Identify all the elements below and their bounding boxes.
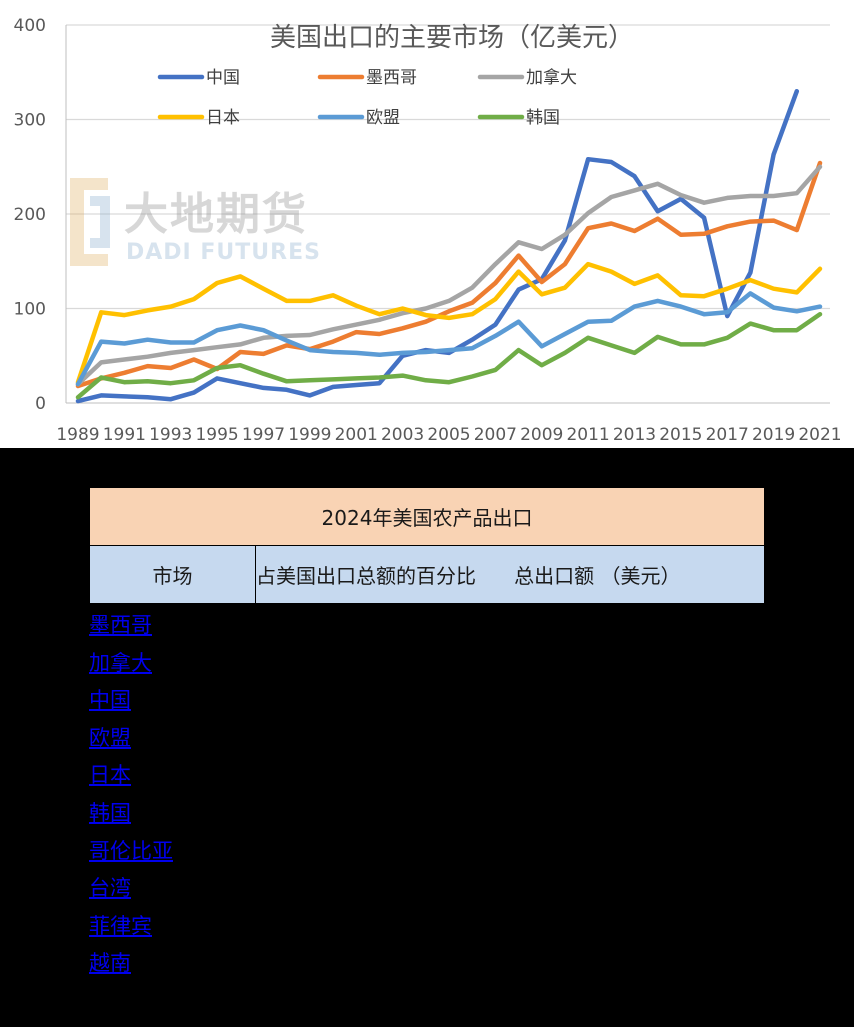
watermark-cn: 大地期货	[124, 189, 308, 240]
x-tick-label: 1989	[56, 425, 99, 445]
list-item: 加拿大	[89, 649, 173, 687]
x-tick-label: 2017	[706, 425, 749, 445]
x-tick-label: 2007	[474, 425, 517, 445]
market-link[interactable]: 菲律宾	[89, 913, 152, 938]
y-tick-label: 400	[14, 16, 46, 36]
series-line	[75, 291, 823, 387]
list-item: 韩国	[89, 799, 173, 837]
legend-label: 日本	[206, 108, 240, 128]
series-line	[75, 160, 823, 389]
legend-label: 墨西哥	[366, 68, 417, 88]
series-lines	[75, 88, 823, 404]
dadi-futures-watermark: 大地期货 DADI FUTURES	[66, 176, 320, 272]
series-line	[75, 261, 823, 385]
x-tick-label: 1999	[288, 425, 331, 445]
list-item: 欧盟	[89, 724, 173, 762]
y-tick-label: 100	[14, 300, 46, 320]
column-header-market: 市场	[89, 545, 256, 604]
x-tick-label: 2011	[566, 425, 609, 445]
list-item: 中国	[89, 686, 173, 724]
x-tick-label: 2003	[381, 425, 424, 445]
market-link[interactable]: 哥伦比亚	[89, 838, 173, 863]
export-table: 2024年美国农产品出口 市场 占美国出口总额的百分比 总出口额 （美元）	[89, 487, 765, 604]
market-link[interactable]: 越南	[89, 951, 131, 976]
series-line	[75, 311, 823, 400]
x-tick-label: 2009	[520, 425, 563, 445]
y-tick-label: 0	[35, 394, 46, 414]
y-tick-label: 300	[14, 111, 46, 131]
x-tick-label: 2019	[752, 425, 795, 445]
list-item: 菲律宾	[89, 912, 173, 950]
x-tick-label: 2013	[613, 425, 656, 445]
x-tick-label: 1991	[103, 425, 146, 445]
x-tick-label: 1995	[195, 425, 238, 445]
x-tick-label: 2005	[427, 425, 470, 445]
market-link[interactable]: 韩国	[89, 800, 131, 825]
legend-label: 欧盟	[366, 108, 400, 128]
table-title: 2024年美国农产品出口	[89, 487, 765, 546]
dadi-logo-icon	[70, 178, 110, 266]
market-link[interactable]: 台湾	[89, 876, 131, 901]
list-item: 哥伦比亚	[89, 837, 173, 875]
x-tick-label: 2001	[335, 425, 378, 445]
y-tick-label: 200	[14, 205, 46, 225]
market-link[interactable]: 日本	[89, 763, 131, 788]
x-tick-label: 1993	[149, 425, 192, 445]
list-item: 日本	[89, 761, 173, 799]
chart-panel: 0 100 200 300 400 1989 1991 1993 1995 1997 1999 200…	[0, 0, 854, 448]
chart-title: 美国出口的主要市场（亿美元）	[270, 23, 634, 53]
market-link[interactable]: 加拿大	[89, 650, 152, 675]
market-link[interactable]: 欧盟	[89, 725, 131, 750]
watermark-en: DADI FUTURES	[126, 240, 321, 265]
market-link[interactable]: 中国	[89, 688, 131, 713]
series-line	[75, 164, 823, 387]
list-item: 越南	[89, 949, 173, 987]
list-item: 台湾	[89, 874, 173, 912]
column-header-share-total: 占美国出口总额的百分比 总出口额 （美元）	[255, 545, 765, 604]
legend-label: 韩国	[526, 108, 560, 128]
legend-label: 中国	[206, 68, 240, 88]
x-tick-label: 1997	[242, 425, 285, 445]
market-link-list: 墨西哥 加拿大 中国 欧盟 日本 韩国 哥伦比亚 台湾 菲律宾 越南	[89, 611, 173, 987]
x-tick-label: 2015	[659, 425, 702, 445]
list-item: 墨西哥	[89, 611, 173, 649]
legend-label: 加拿大	[526, 67, 577, 88]
market-link[interactable]: 墨西哥	[89, 613, 152, 637]
x-tick-label: 2021	[798, 425, 841, 445]
